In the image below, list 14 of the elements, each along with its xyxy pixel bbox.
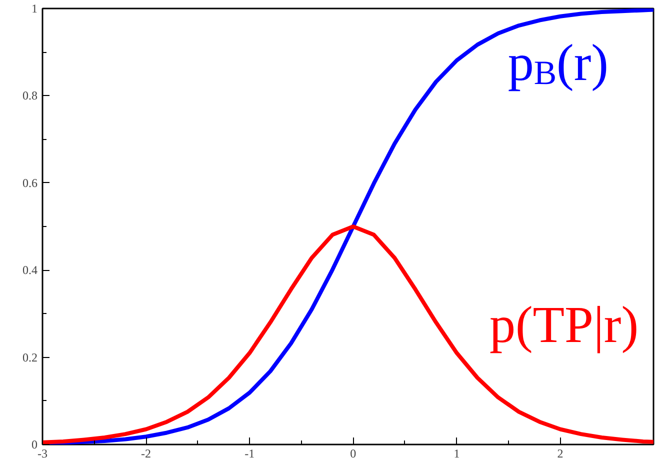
y-tick-label: 0.8 [22, 88, 38, 103]
x-tick-label: -1 [244, 446, 255, 460]
x-tick-label: -3 [38, 446, 48, 460]
y-tick-label: 0.4 [22, 263, 38, 278]
x-tick-label: 0 [350, 446, 356, 460]
y-tick-label: 1 [32, 2, 38, 16]
x-tick-label: 1 [454, 446, 460, 460]
series-label: pB(r) [508, 34, 609, 92]
x-tick-label: 2 [557, 446, 564, 460]
y-tick-label: 0 [32, 438, 38, 452]
x-tick-label: -2 [141, 446, 152, 460]
y-tick-label: 0.2 [22, 350, 38, 364]
y-tick-label: 0.6 [22, 176, 38, 190]
series-label: p(TP|r) [489, 296, 639, 354]
